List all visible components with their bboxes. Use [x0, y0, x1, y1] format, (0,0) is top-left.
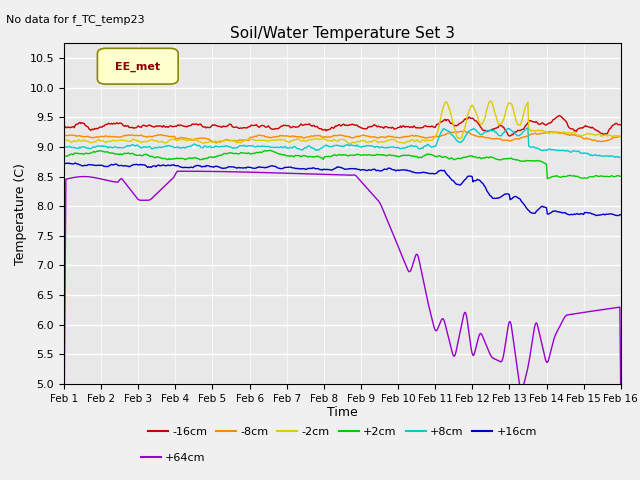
- +8cm: [312, 147, 320, 153]
- +16cm: [614, 213, 622, 218]
- Line: +16cm: +16cm: [64, 163, 621, 216]
- +8cm: [432, 143, 440, 149]
- +64cm: [177, 168, 185, 174]
- +8cm: [204, 144, 211, 150]
- -16cm: [479, 128, 487, 133]
- Line: +64cm: +64cm: [64, 171, 621, 430]
- -2cm: [480, 117, 488, 123]
- +8cm: [159, 144, 166, 150]
- Line: -16cm: -16cm: [64, 116, 621, 136]
- Text: EE_met: EE_met: [115, 61, 161, 72]
- -2cm: [346, 141, 354, 147]
- -16cm: [617, 122, 625, 128]
- Line: -2cm: -2cm: [64, 101, 621, 144]
- +64cm: [433, 328, 440, 334]
- -2cm: [433, 131, 440, 137]
- Y-axis label: Temperature (C): Temperature (C): [14, 163, 27, 264]
- -16cm: [556, 113, 563, 119]
- Text: No data for f_TC_temp23: No data for f_TC_temp23: [6, 14, 145, 25]
- -8cm: [389, 134, 397, 140]
- -16cm: [432, 123, 440, 129]
- X-axis label: Time: Time: [327, 407, 358, 420]
- -16cm: [204, 124, 211, 130]
- +2cm: [389, 153, 397, 158]
- +64cm: [60, 427, 68, 433]
- Line: +2cm: +2cm: [64, 150, 621, 179]
- -8cm: [617, 134, 625, 140]
- +16cm: [389, 167, 397, 173]
- +64cm: [480, 337, 488, 343]
- +8cm: [616, 155, 624, 160]
- -2cm: [617, 134, 625, 140]
- -8cm: [159, 132, 166, 138]
- +8cm: [524, 125, 532, 131]
- +2cm: [433, 154, 440, 160]
- -2cm: [312, 136, 320, 142]
- -2cm: [486, 98, 493, 104]
- +16cm: [71, 160, 79, 166]
- +8cm: [479, 131, 487, 137]
- +8cm: [60, 144, 68, 149]
- +2cm: [159, 156, 166, 161]
- +16cm: [433, 170, 440, 176]
- +64cm: [313, 171, 321, 177]
- -2cm: [389, 137, 397, 143]
- -16cm: [159, 124, 166, 130]
- -16cm: [506, 133, 514, 139]
- +64cm: [204, 168, 212, 174]
- +2cm: [480, 155, 488, 161]
- -16cm: [312, 124, 320, 130]
- +8cm: [388, 144, 396, 150]
- -2cm: [159, 140, 166, 145]
- Line: +8cm: +8cm: [64, 128, 621, 157]
- +64cm: [159, 185, 166, 191]
- Title: Soil/Water Temperature Set 3: Soil/Water Temperature Set 3: [230, 25, 455, 41]
- +2cm: [60, 153, 68, 159]
- +16cm: [159, 162, 167, 168]
- -16cm: [60, 124, 68, 130]
- +2cm: [543, 176, 551, 181]
- -8cm: [433, 133, 440, 139]
- FancyBboxPatch shape: [97, 48, 178, 84]
- Legend: +64cm: +64cm: [136, 448, 210, 467]
- +16cm: [313, 166, 321, 171]
- +2cm: [313, 154, 321, 159]
- -8cm: [60, 133, 68, 139]
- -8cm: [313, 133, 321, 139]
- +2cm: [204, 156, 211, 161]
- +2cm: [266, 147, 274, 153]
- +64cm: [389, 231, 397, 237]
- Line: -8cm: -8cm: [64, 131, 621, 143]
- -8cm: [481, 135, 489, 141]
- -2cm: [204, 140, 211, 145]
- -8cm: [461, 128, 468, 134]
- +2cm: [617, 174, 625, 180]
- +64cm: [617, 397, 625, 403]
- +16cm: [204, 163, 212, 169]
- -2cm: [60, 136, 68, 142]
- +16cm: [617, 212, 625, 217]
- +8cm: [617, 154, 625, 160]
- +16cm: [480, 183, 488, 189]
- +16cm: [60, 161, 68, 167]
- -16cm: [388, 124, 396, 130]
- -8cm: [204, 136, 211, 142]
- -8cm: [212, 140, 220, 146]
